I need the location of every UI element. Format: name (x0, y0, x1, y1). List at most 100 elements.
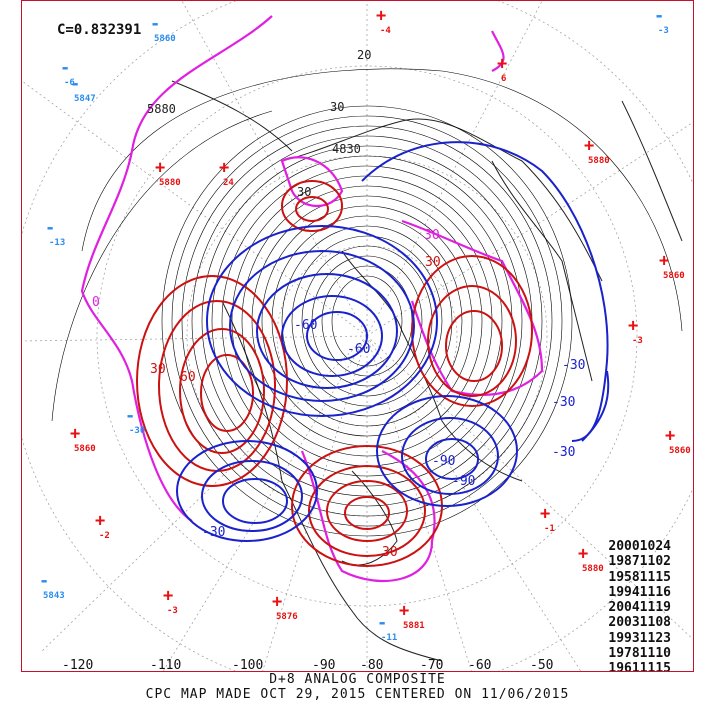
correlation-label: C=0.832391 (57, 22, 142, 38)
station-marker: --3 (654, 6, 669, 36)
station-marker: +24 (219, 158, 234, 188)
anomaly-label: 30 (424, 228, 440, 243)
station-value: 5860 (154, 34, 176, 44)
station-value: -11 (381, 633, 397, 643)
longitude-label: -100 (232, 658, 263, 672)
station-marker: --30 (125, 406, 145, 436)
anomaly-label: -30 (562, 358, 585, 373)
station-sign: - (377, 613, 387, 633)
analog-date: 19941116 (608, 584, 671, 600)
anomaly-label: 30 (382, 545, 398, 560)
analog-date: 20001024 (608, 539, 671, 554)
anomaly-label: -90 (432, 454, 455, 469)
station-marker: +-4 (376, 6, 391, 36)
station-sign: + (376, 6, 386, 26)
station-value: -3 (167, 606, 178, 616)
station-marker: +5860 (659, 251, 685, 281)
height-label: 20 (357, 48, 371, 62)
analog-date-list: 20001024 19871102 19581115 19941116 2004… (579, 539, 671, 672)
station-marker: +-3 (163, 586, 178, 616)
station-value: 5876 (276, 612, 298, 622)
analog-date: 19581115 (608, 569, 671, 585)
station-marker: +5880 (578, 544, 604, 574)
station-sign: + (272, 592, 282, 612)
station-marker: +-3 (628, 316, 643, 346)
analog-date: 19931123 (608, 630, 671, 646)
station-marker: +-2 (95, 511, 110, 541)
longitude-label: -60 (468, 658, 491, 672)
station-marker: --13 (45, 218, 65, 248)
station-marker: -5843 (39, 571, 65, 601)
station-sign: + (540, 504, 550, 524)
station-sign: - (654, 6, 664, 26)
anomaly-label: -60 (347, 342, 370, 357)
station-value: 5860 (663, 271, 685, 281)
station-value: 5880 (582, 564, 604, 574)
station-marker: +5880 (155, 158, 181, 188)
station-value: -13 (49, 238, 65, 248)
anomaly-label: 60 (180, 370, 196, 385)
station-sign: + (163, 586, 173, 606)
anomaly-label: -60 (294, 318, 317, 333)
map-frame: 5880 4830 30 20 30 0 30 -30 -30 -30 -30 -60 -60 -90-… (21, 0, 694, 672)
analog-date: 19871102 (608, 554, 671, 570)
station-markers: -5860+-4--3--6+6-5847+5880+24+5880--13+5… (39, 6, 691, 643)
station-marker: -5860 (150, 14, 176, 44)
analog-date: 20031108 (608, 615, 671, 631)
station-sign: - (150, 14, 160, 34)
longitude-label: -80 (360, 658, 383, 672)
height-label: 4830 (332, 142, 361, 156)
station-value: -3 (632, 336, 643, 346)
longitude-label: -70 (420, 658, 443, 672)
station-sign: - (39, 571, 49, 591)
station-marker: +5880 (584, 136, 610, 166)
anomaly-label: -30 (552, 395, 575, 410)
station-value: 24 (223, 178, 234, 188)
station-marker: -5847 (70, 74, 96, 104)
analog-date: 20041119 (608, 600, 671, 616)
height-label: 30 (297, 185, 311, 199)
station-value: -4 (380, 26, 391, 36)
station-value: 5847 (74, 94, 96, 104)
negative-anomaly-contours (176, 141, 610, 542)
footer-subtitle: CPC MAP MADE OCT 29, 2015 CENTERED ON 11… (145, 687, 570, 702)
station-sign: - (60, 58, 70, 78)
station-sign: + (584, 136, 594, 156)
station-value: 5880 (159, 178, 181, 188)
station-value: 6 (501, 74, 506, 84)
anomaly-label: 0 (92, 295, 100, 310)
station-sign: - (45, 218, 55, 238)
station-value: -2 (99, 531, 110, 541)
station-value: 5860 (669, 446, 691, 456)
station-marker: --6 (60, 58, 75, 88)
station-marker: +-1 (540, 504, 555, 534)
station-sign: + (578, 544, 588, 564)
station-marker: --11 (377, 613, 397, 643)
station-sign: + (497, 54, 507, 74)
station-value: -1 (544, 524, 555, 534)
station-value: 5843 (43, 591, 65, 601)
analog-date: 19611115 (608, 661, 671, 672)
zero-anomaly-contours (80, 15, 544, 583)
station-value: -6 (64, 78, 75, 88)
longitude-label: -110 (150, 658, 181, 672)
station-marker: +5860 (665, 426, 691, 456)
longitude-label: -120 (62, 658, 93, 672)
station-value: 5880 (588, 156, 610, 166)
station-value: -30 (129, 426, 145, 436)
station-marker: +5876 (272, 592, 298, 622)
station-sign: + (659, 251, 669, 271)
height-label: 5880 (147, 102, 176, 116)
station-sign: + (70, 424, 80, 444)
anomaly-label: -30 (552, 445, 575, 460)
station-value: 5860 (74, 444, 96, 454)
anomaly-label: -30 (202, 525, 225, 540)
anomaly-label: 30 (150, 362, 166, 377)
longitude-label: -50 (530, 658, 553, 672)
analog-date: 19781110 (608, 646, 671, 662)
footer-title: D+8 ANALOG COMPOSITE (269, 672, 446, 687)
station-value: 5881 (403, 621, 425, 631)
station-marker: +5881 (399, 601, 425, 631)
anomaly-label: 30 (425, 255, 441, 270)
